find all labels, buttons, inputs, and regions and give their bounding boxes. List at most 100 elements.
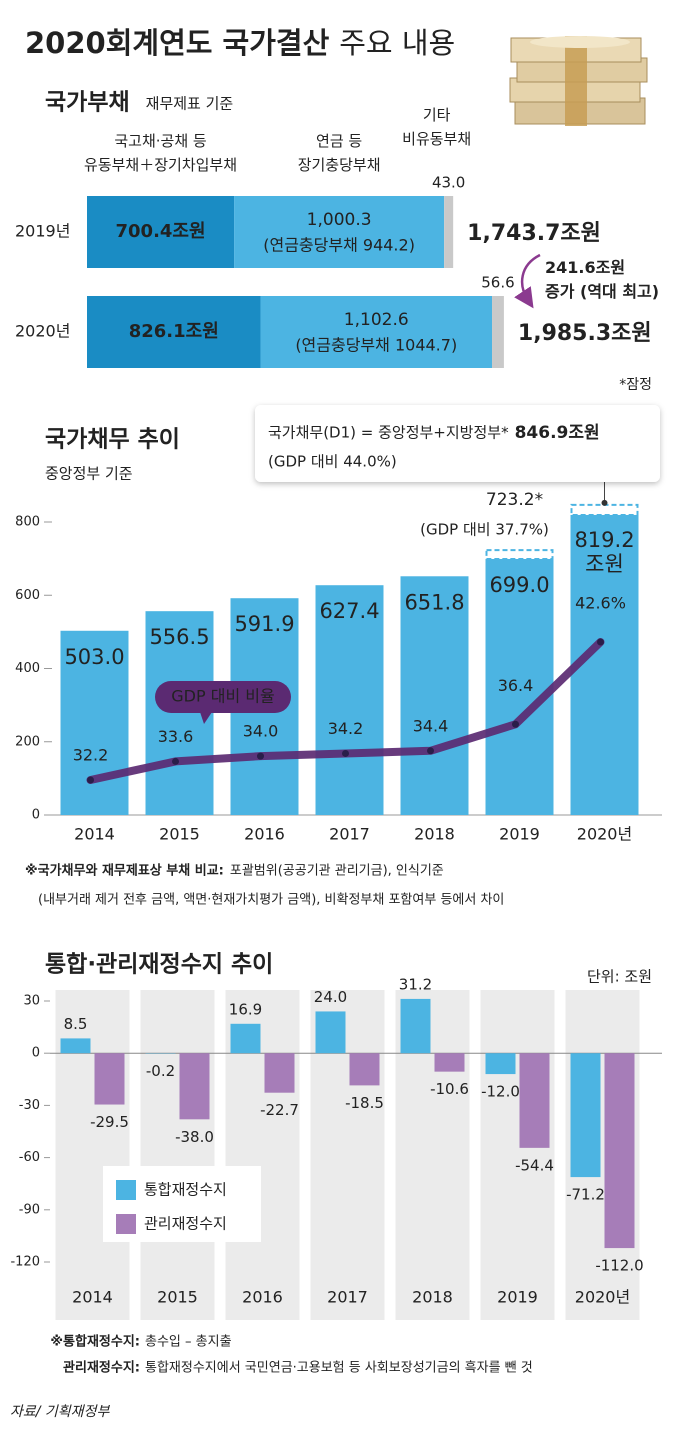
unit-label: 단위: 조원 — [587, 968, 652, 986]
ratio-label: 34.2 — [328, 719, 364, 738]
bar — [400, 576, 469, 815]
x-tick-label: 2016 — [242, 1288, 283, 1307]
ratio-point — [342, 749, 349, 757]
ratio-point — [427, 747, 434, 755]
total-label: 1,743.7조원 — [467, 221, 601, 246]
legend-label: 통합재정수지 — [144, 1181, 227, 1199]
bar — [60, 1038, 91, 1054]
total-label: 1,985.3조원 — [518, 321, 652, 346]
ratio-label: 34.4 — [413, 716, 449, 735]
legend-swatch — [116, 1180, 136, 1200]
bar — [485, 1053, 516, 1075]
note-text: (내부거래 제거 전후 금액, 액면·현재가치평가 금액), 비확정부채 포함여… — [38, 893, 504, 908]
legend-swatch — [116, 1214, 136, 1234]
y-tick-label: -60 — [19, 1150, 40, 1165]
note-text: 포괄범위(공공기관 관리기금), 인식기준 — [230, 864, 444, 879]
y-tick-label: 200 — [15, 734, 40, 749]
value-label: 1,102.6 — [344, 310, 409, 330]
ratio-point — [512, 720, 519, 728]
value-label: 651.8 — [404, 590, 464, 614]
value-sublabel: (연금충당부채 1044.7) — [295, 336, 457, 355]
note-label: ※국가채무와 재무제표상 부채 비교: — [25, 863, 224, 879]
value-label: -10.6 — [430, 1080, 469, 1098]
d1-box — [570, 503, 639, 516]
ratio-label: 36.4 — [498, 676, 534, 695]
legend-label: 연금 등 장기충당부채 — [298, 132, 381, 174]
x-tick-label: 2015 — [159, 825, 200, 844]
value-label: 31.2 — [399, 975, 432, 993]
y-tick-label: -30 — [19, 1098, 40, 1113]
value-sublabel: (연금충당부채 944.2) — [263, 236, 415, 255]
value-label: -18.5 — [345, 1094, 384, 1112]
value-label: 627.4 — [319, 599, 379, 623]
bar — [230, 1023, 261, 1054]
ratio-point — [87, 776, 94, 784]
value-label: -112.0 — [595, 1257, 643, 1275]
ratio-label: 42.6% — [575, 594, 626, 613]
x-tick-label: 2020년 — [575, 1288, 630, 1307]
bar — [315, 585, 384, 815]
value-label: -0.2 — [146, 1062, 175, 1080]
callout-gdp: (GDP 대비 44.0%) — [268, 453, 397, 471]
bar — [179, 1053, 210, 1120]
bar — [60, 630, 129, 815]
d1-box — [485, 549, 554, 560]
value-label: 819.2 조원 — [574, 528, 634, 576]
legend-label: GDP 대비 비율 — [171, 687, 274, 706]
note-label: 관리재정수지: — [63, 1360, 140, 1376]
money-icon — [509, 36, 648, 126]
ratio-point — [597, 638, 604, 646]
value-label: -22.7 — [260, 1101, 299, 1119]
bar-segment — [87, 196, 235, 268]
y-tick-label: -120 — [10, 1255, 40, 1270]
value-label: -12.0 — [481, 1083, 520, 1101]
bar-segment — [87, 296, 261, 368]
increase-label: 241.6조원 증가 (역대 최고) — [545, 258, 659, 301]
y-tick-label: -90 — [19, 1202, 40, 1217]
bar — [315, 1011, 346, 1054]
legend-label: 기타 비유동부채 — [402, 106, 471, 148]
value-label: 16.9 — [229, 1000, 262, 1018]
callout-value: 846.9조원 — [515, 423, 600, 443]
bar — [264, 1053, 295, 1093]
category-band — [480, 990, 555, 1320]
x-tick-label: 2019 — [497, 1288, 538, 1307]
category-band — [140, 990, 215, 1320]
ratio-point — [257, 752, 264, 760]
value-label: -54.4 — [515, 1156, 554, 1174]
y-tick-label: 30 — [23, 994, 40, 1009]
callout-box — [255, 405, 660, 482]
section-title: 국가부채 — [45, 90, 130, 116]
ratio-label: 34.0 — [243, 722, 279, 741]
section-subtitle: 재무제표 기준 — [146, 95, 234, 113]
x-tick-label: 2019 — [499, 825, 540, 844]
ratio-point — [172, 757, 179, 765]
note-label: ※통합재정수지: — [50, 1334, 140, 1350]
section-title: 국가채무 추이 — [45, 427, 180, 453]
value-label: 24.0 — [314, 988, 347, 1006]
bar — [434, 1053, 465, 1072]
bar — [400, 998, 431, 1054]
bar — [519, 1053, 550, 1148]
d1-gdp-label: (GDP 대비 37.7%) — [420, 521, 549, 539]
bar — [570, 1053, 601, 1178]
value-label: 1,000.3 — [307, 210, 372, 230]
y-tick-label: 0 — [32, 808, 40, 823]
value-label: 700.4조원 — [116, 221, 206, 242]
section-subtitle: 중앙정부 기준 — [45, 465, 133, 483]
x-tick-label: 2018 — [412, 1288, 453, 1307]
x-tick-label: 2014 — [74, 825, 115, 844]
ratio-label: 33.6 — [158, 727, 194, 746]
x-tick-label: 2015 — [157, 1288, 198, 1307]
value-label: 699.0 — [489, 573, 549, 597]
bar — [485, 558, 554, 815]
note-text: 총수입 – 총지출 — [145, 1335, 232, 1350]
x-tick-label: 2017 — [329, 825, 370, 844]
value-label: 591.9 — [234, 612, 294, 636]
section-title: 통합·관리재정수지 추이 — [45, 952, 273, 978]
footnote-mark: *잠정 — [619, 377, 652, 393]
value-label: 556.5 — [149, 625, 209, 649]
value-label: 503.0 — [64, 645, 124, 669]
